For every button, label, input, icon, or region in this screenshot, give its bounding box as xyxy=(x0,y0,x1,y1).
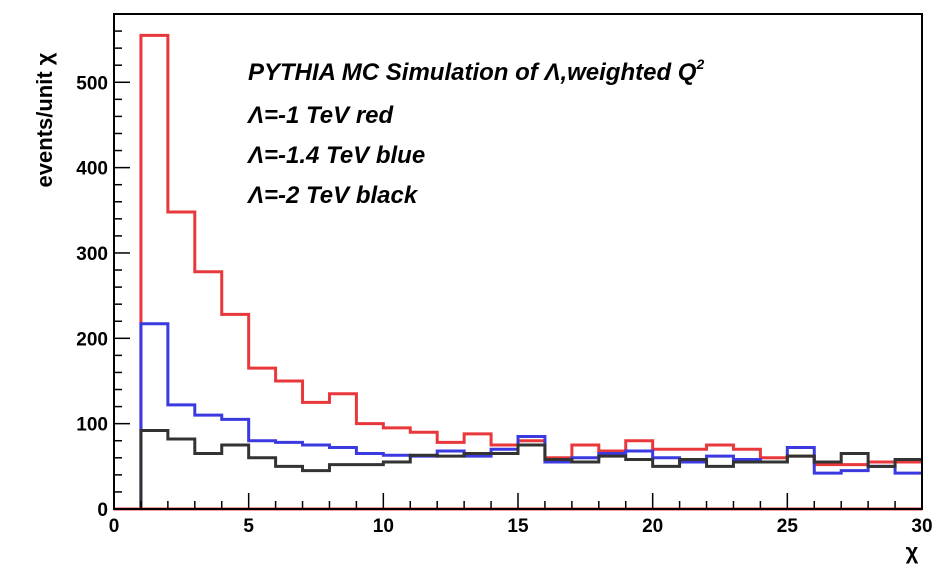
series-2-step-line xyxy=(139,428,922,509)
y-tick-label: 200 xyxy=(76,329,108,350)
x-tick-label: 30 xyxy=(911,516,932,537)
y-tick-label: 0 xyxy=(97,500,108,521)
annotation-line-black: Λ=-2 TeV black xyxy=(246,182,419,209)
x-tick-label: 20 xyxy=(642,516,663,537)
series-1-step-line xyxy=(139,322,922,509)
y-tick-label: 300 xyxy=(76,244,108,265)
annotation-line-blue: Λ=-1.4 TeV blue xyxy=(246,142,425,169)
annotation-line-red: Λ=-1 TeV red xyxy=(246,102,395,129)
x-tick-label: 0 xyxy=(109,516,120,537)
x-tick-label: 5 xyxy=(243,516,254,537)
y-tick-label: 500 xyxy=(76,73,108,94)
series-0-step-line xyxy=(139,33,922,509)
annotation-title: PYTHIA MC Simulation of Λ,weighted Q2 xyxy=(248,56,704,86)
y-tick-label: 400 xyxy=(76,159,108,180)
annotation-block: PYTHIA MC Simulation of Λ,weighted Q2 Λ=… xyxy=(246,56,704,209)
x-axis-label: χ xyxy=(906,539,919,564)
y-axis-label: events/unit χ xyxy=(32,52,57,187)
x-tick-label: 15 xyxy=(507,516,529,537)
plot-frame xyxy=(113,13,923,510)
series-layer xyxy=(114,33,922,511)
x-tick-label: 25 xyxy=(777,516,799,537)
x-tick-label: 10 xyxy=(373,516,394,537)
y-tick-label: 100 xyxy=(76,415,108,436)
